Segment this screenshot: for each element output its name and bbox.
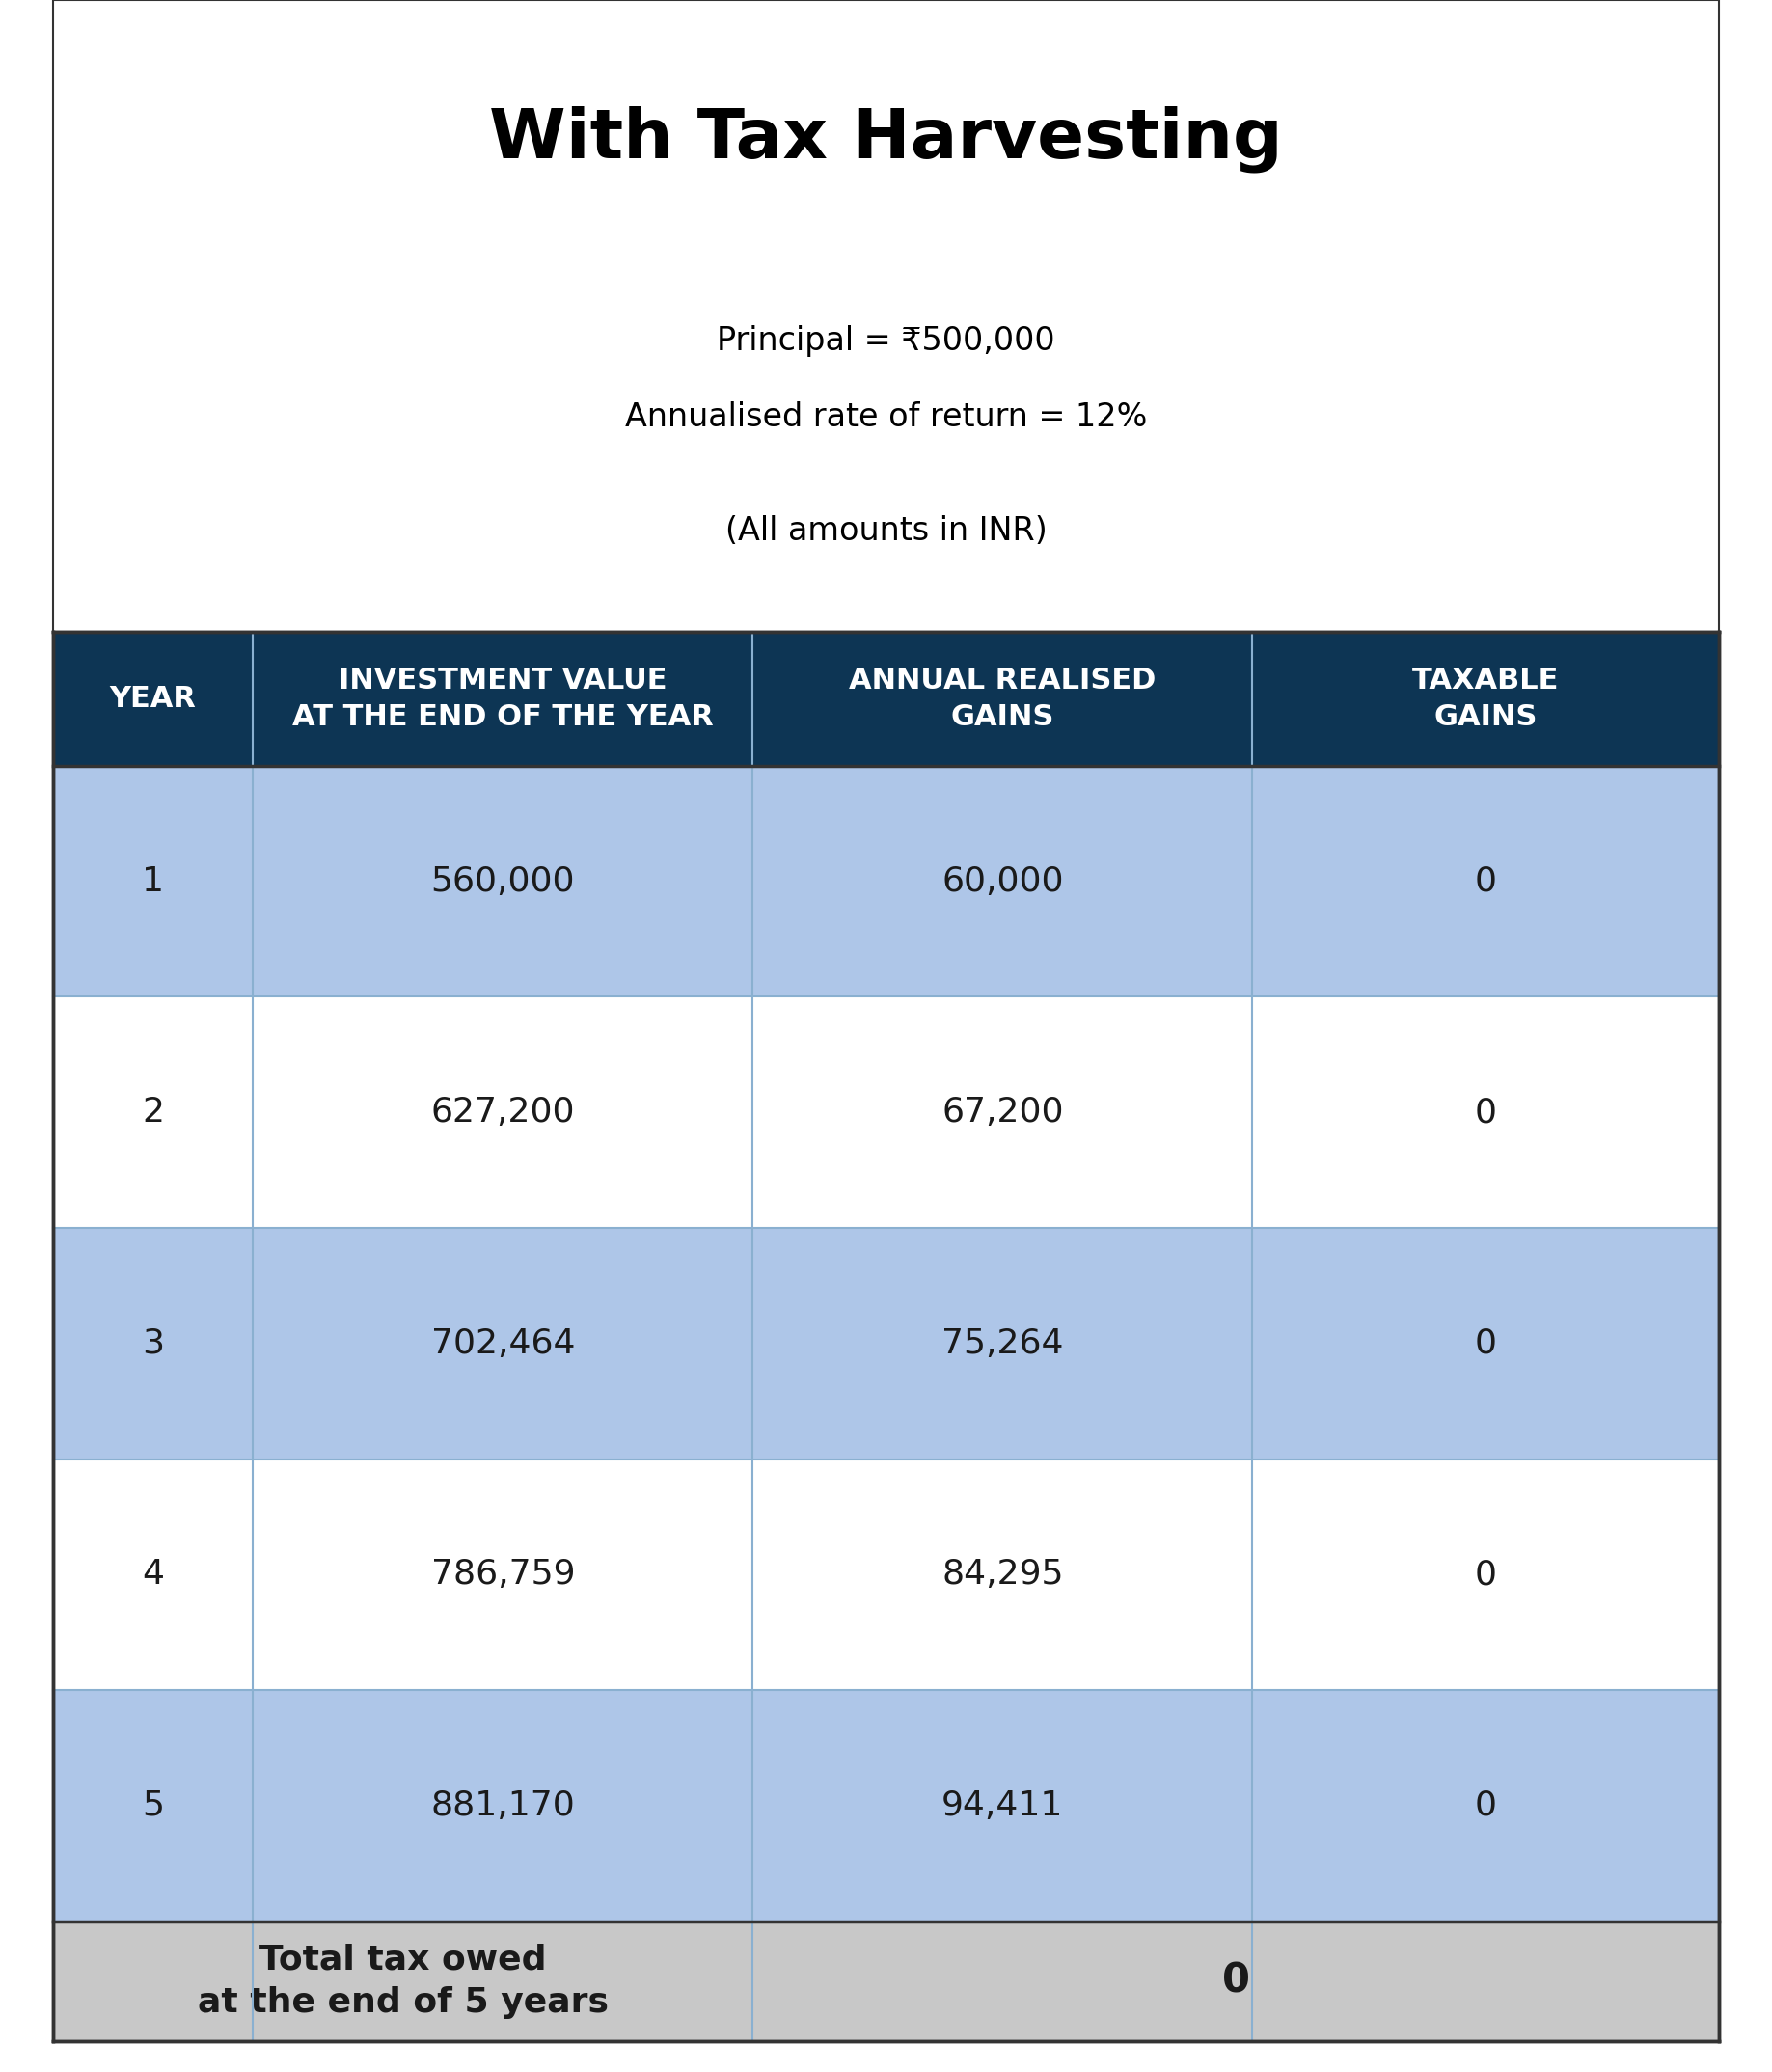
Text: 3: 3 bbox=[142, 1326, 165, 1359]
Text: 702,464: 702,464 bbox=[431, 1326, 574, 1359]
Text: 67,200: 67,200 bbox=[941, 1096, 1063, 1129]
Text: 4: 4 bbox=[142, 1558, 165, 1591]
Text: 0: 0 bbox=[1474, 1326, 1497, 1359]
FancyBboxPatch shape bbox=[53, 767, 1719, 997]
Text: YEAR: YEAR bbox=[110, 686, 197, 713]
FancyBboxPatch shape bbox=[53, 1229, 1719, 1459]
Text: 0: 0 bbox=[1474, 1558, 1497, 1591]
Text: (All amounts in INR): (All amounts in INR) bbox=[725, 516, 1047, 547]
Text: TAXABLE
GAINS: TAXABLE GAINS bbox=[1412, 667, 1559, 731]
Text: 0: 0 bbox=[1223, 1960, 1249, 2002]
Text: Annualised rate of return = 12%: Annualised rate of return = 12% bbox=[626, 402, 1146, 433]
Text: Principal = ₹500,000: Principal = ₹500,000 bbox=[718, 325, 1054, 356]
Text: 627,200: 627,200 bbox=[431, 1096, 574, 1129]
Text: ANNUAL REALISED
GAINS: ANNUAL REALISED GAINS bbox=[849, 667, 1155, 731]
FancyBboxPatch shape bbox=[53, 0, 1719, 632]
Text: 84,295: 84,295 bbox=[941, 1558, 1063, 1591]
FancyBboxPatch shape bbox=[53, 1691, 1719, 1921]
Text: INVESTMENT VALUE
AT THE END OF THE YEAR: INVESTMENT VALUE AT THE END OF THE YEAR bbox=[292, 667, 714, 731]
Text: 2: 2 bbox=[142, 1096, 165, 1129]
Text: 94,411: 94,411 bbox=[941, 1790, 1063, 1821]
Text: 786,759: 786,759 bbox=[431, 1558, 574, 1591]
Text: 0: 0 bbox=[1474, 1790, 1497, 1821]
FancyBboxPatch shape bbox=[53, 1921, 1719, 2041]
FancyBboxPatch shape bbox=[53, 632, 1719, 767]
Text: 60,000: 60,000 bbox=[941, 864, 1063, 897]
FancyBboxPatch shape bbox=[53, 1459, 1719, 1691]
Text: 560,000: 560,000 bbox=[431, 864, 574, 897]
Text: 0: 0 bbox=[1474, 864, 1497, 897]
Text: 881,170: 881,170 bbox=[431, 1790, 576, 1821]
Text: With Tax Harvesting: With Tax Harvesting bbox=[489, 106, 1283, 172]
Text: 1: 1 bbox=[142, 864, 165, 897]
Text: 0: 0 bbox=[1474, 1096, 1497, 1129]
Text: 75,264: 75,264 bbox=[941, 1326, 1063, 1359]
Text: 5: 5 bbox=[142, 1790, 165, 1821]
FancyBboxPatch shape bbox=[53, 997, 1719, 1229]
Text: Total tax owed
at the end of 5 years: Total tax owed at the end of 5 years bbox=[197, 1944, 608, 2018]
